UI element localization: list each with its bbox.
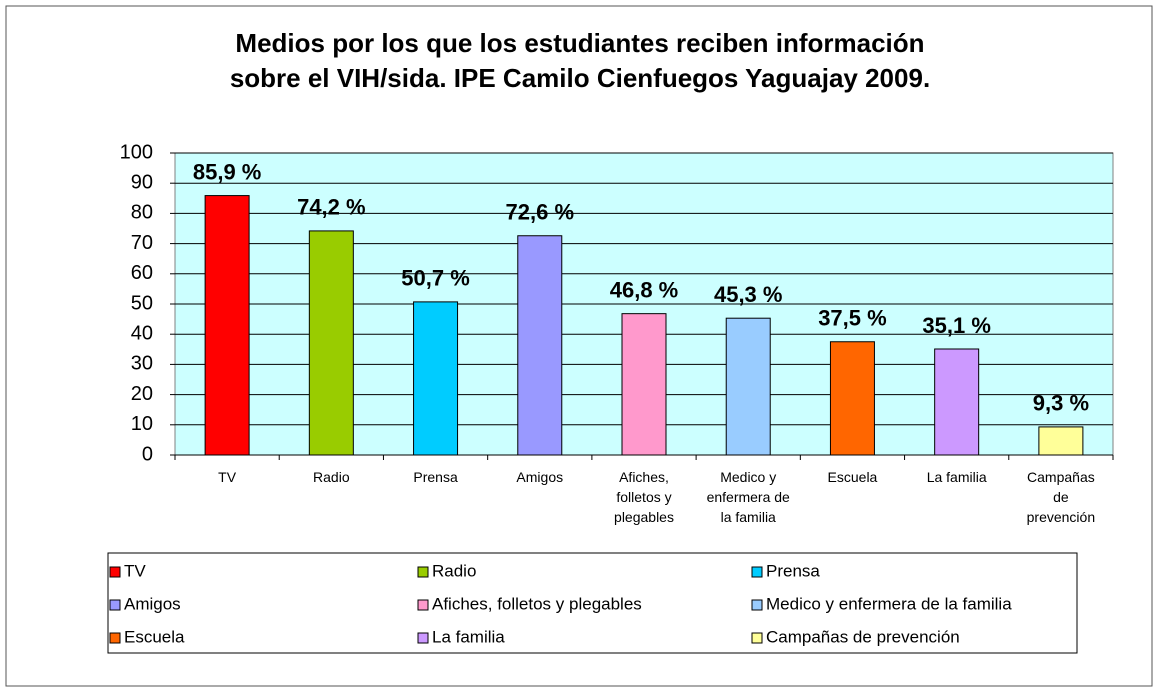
y-tick-label: 70 [131,232,153,254]
legend-swatch [751,599,763,611]
value-label: 74,2 % [297,195,366,220]
chart-title: Medios por los que los estudiantes recib… [230,28,930,93]
x-tick-label: Escuela [828,469,878,485]
value-label: 85,9 % [193,159,262,184]
y-tick-label: 80 [131,202,153,224]
bar [725,317,771,456]
legend-label: Campañas de prevención [766,627,960,646]
x-tick-label: Prensa [413,469,458,485]
legend-swatch [417,632,429,644]
bar [829,341,875,456]
x-tick-label: TV [218,469,237,485]
bar [204,195,250,456]
legend-swatch [751,632,763,644]
value-label: 46,8 % [610,277,679,302]
legend-swatch [417,566,429,578]
x-tick-label: Afiches, folletos y plegables [614,469,674,525]
bar [1038,426,1084,456]
value-label: 72,6 % [506,200,575,225]
legend-label: La familia [432,627,505,646]
bar [308,230,354,456]
y-tick-label: 90 [131,171,153,193]
legend-label: TV [124,561,146,580]
legend-label: Prensa [766,561,820,580]
legend-label: Radio [432,561,476,580]
value-label: 35,1 % [922,313,991,338]
x-tick-label: Campañas de prevención [1027,469,1096,525]
bar [934,348,980,456]
y-tick-label: 60 [131,262,153,284]
y-tick-label: 0 [142,443,153,465]
legend-label: Amigos [124,594,181,613]
legend-label: Medico y enfermera de la familia [766,594,1012,613]
bar [621,313,667,456]
legend-swatch [109,599,121,611]
bar [413,301,459,456]
x-tick-label: La familia [927,469,987,485]
y-tick-label: 40 [131,322,153,344]
legend-swatch [751,566,763,578]
y-tick-label: 50 [131,292,153,314]
value-label: 45,3 % [714,282,783,307]
value-label: 50,7 % [401,266,470,291]
value-label: 9,3 % [1033,391,1089,416]
legend-swatch [109,632,121,644]
x-tick-label: Medico y enfermera de la familia [707,469,790,525]
x-tick-label: Amigos [516,469,563,485]
legend [107,552,1078,654]
x-tick-label: Radio [313,469,350,485]
value-label: 37,5 % [818,306,887,331]
y-tick-label: 20 [131,383,153,405]
bar [517,235,563,456]
y-tick-label: 100 [120,141,153,163]
y-tick-label: 30 [131,353,153,375]
legend-swatch [109,566,121,578]
legend-swatch [417,599,429,611]
legend-label: Afiches, folletos y plegables [432,594,642,613]
legend-label: Escuela [124,627,185,646]
y-tick-label: 10 [131,413,153,435]
